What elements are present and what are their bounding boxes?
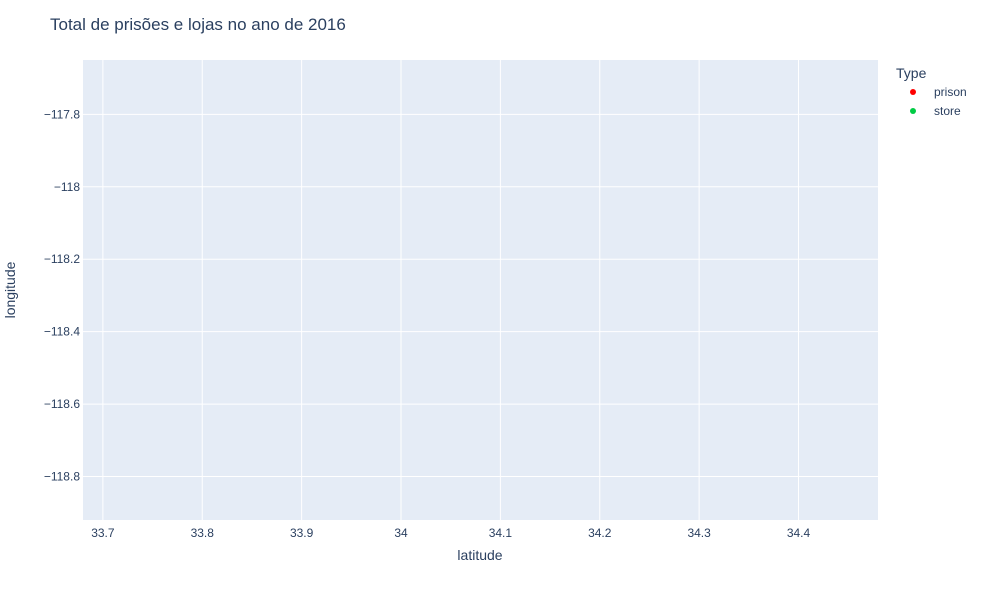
plot-area <box>83 60 878 520</box>
legend-title: Type <box>896 65 927 81</box>
legend: Type prison store <box>896 65 967 118</box>
x-tick-label: 34 <box>394 526 408 540</box>
x-axis-title: latitude <box>457 547 502 563</box>
legend-marker-store <box>910 108 916 114</box>
x-tick-label: 34.2 <box>588 526 612 540</box>
x-tick-label: 34.4 <box>787 526 811 540</box>
x-tick-label: 33.8 <box>191 526 215 540</box>
x-tick-label: 33.9 <box>290 526 314 540</box>
grid-lines <box>83 60 878 520</box>
y-tick-label: −117.8 <box>44 107 80 121</box>
x-tick-label: 34.1 <box>489 526 513 540</box>
y-tick-labels: −117.8 −118 −118.2 −118.4 −118.6 −118.8 <box>44 107 80 483</box>
y-tick-label: −118.6 <box>44 397 80 411</box>
x-tick-label: 33.7 <box>91 526 115 540</box>
x-tick-label: 34.3 <box>687 526 711 540</box>
y-tick-label: −118.4 <box>44 325 80 339</box>
chart-title: Total de prisões e lojas no ano de 2016 <box>50 15 346 34</box>
x-tick-labels: 33.7 33.8 33.9 34 34.1 34.2 34.3 34.4 <box>91 526 810 540</box>
y-axis-title: longitude <box>2 261 18 318</box>
y-tick-label: −118.8 <box>44 470 80 484</box>
y-tick-label: −118.2 <box>44 252 80 266</box>
legend-marker-prison <box>910 89 916 95</box>
legend-label-store: store <box>934 104 961 118</box>
y-tick-label: −118 <box>54 180 80 194</box>
legend-label-prison: prison <box>934 85 967 99</box>
